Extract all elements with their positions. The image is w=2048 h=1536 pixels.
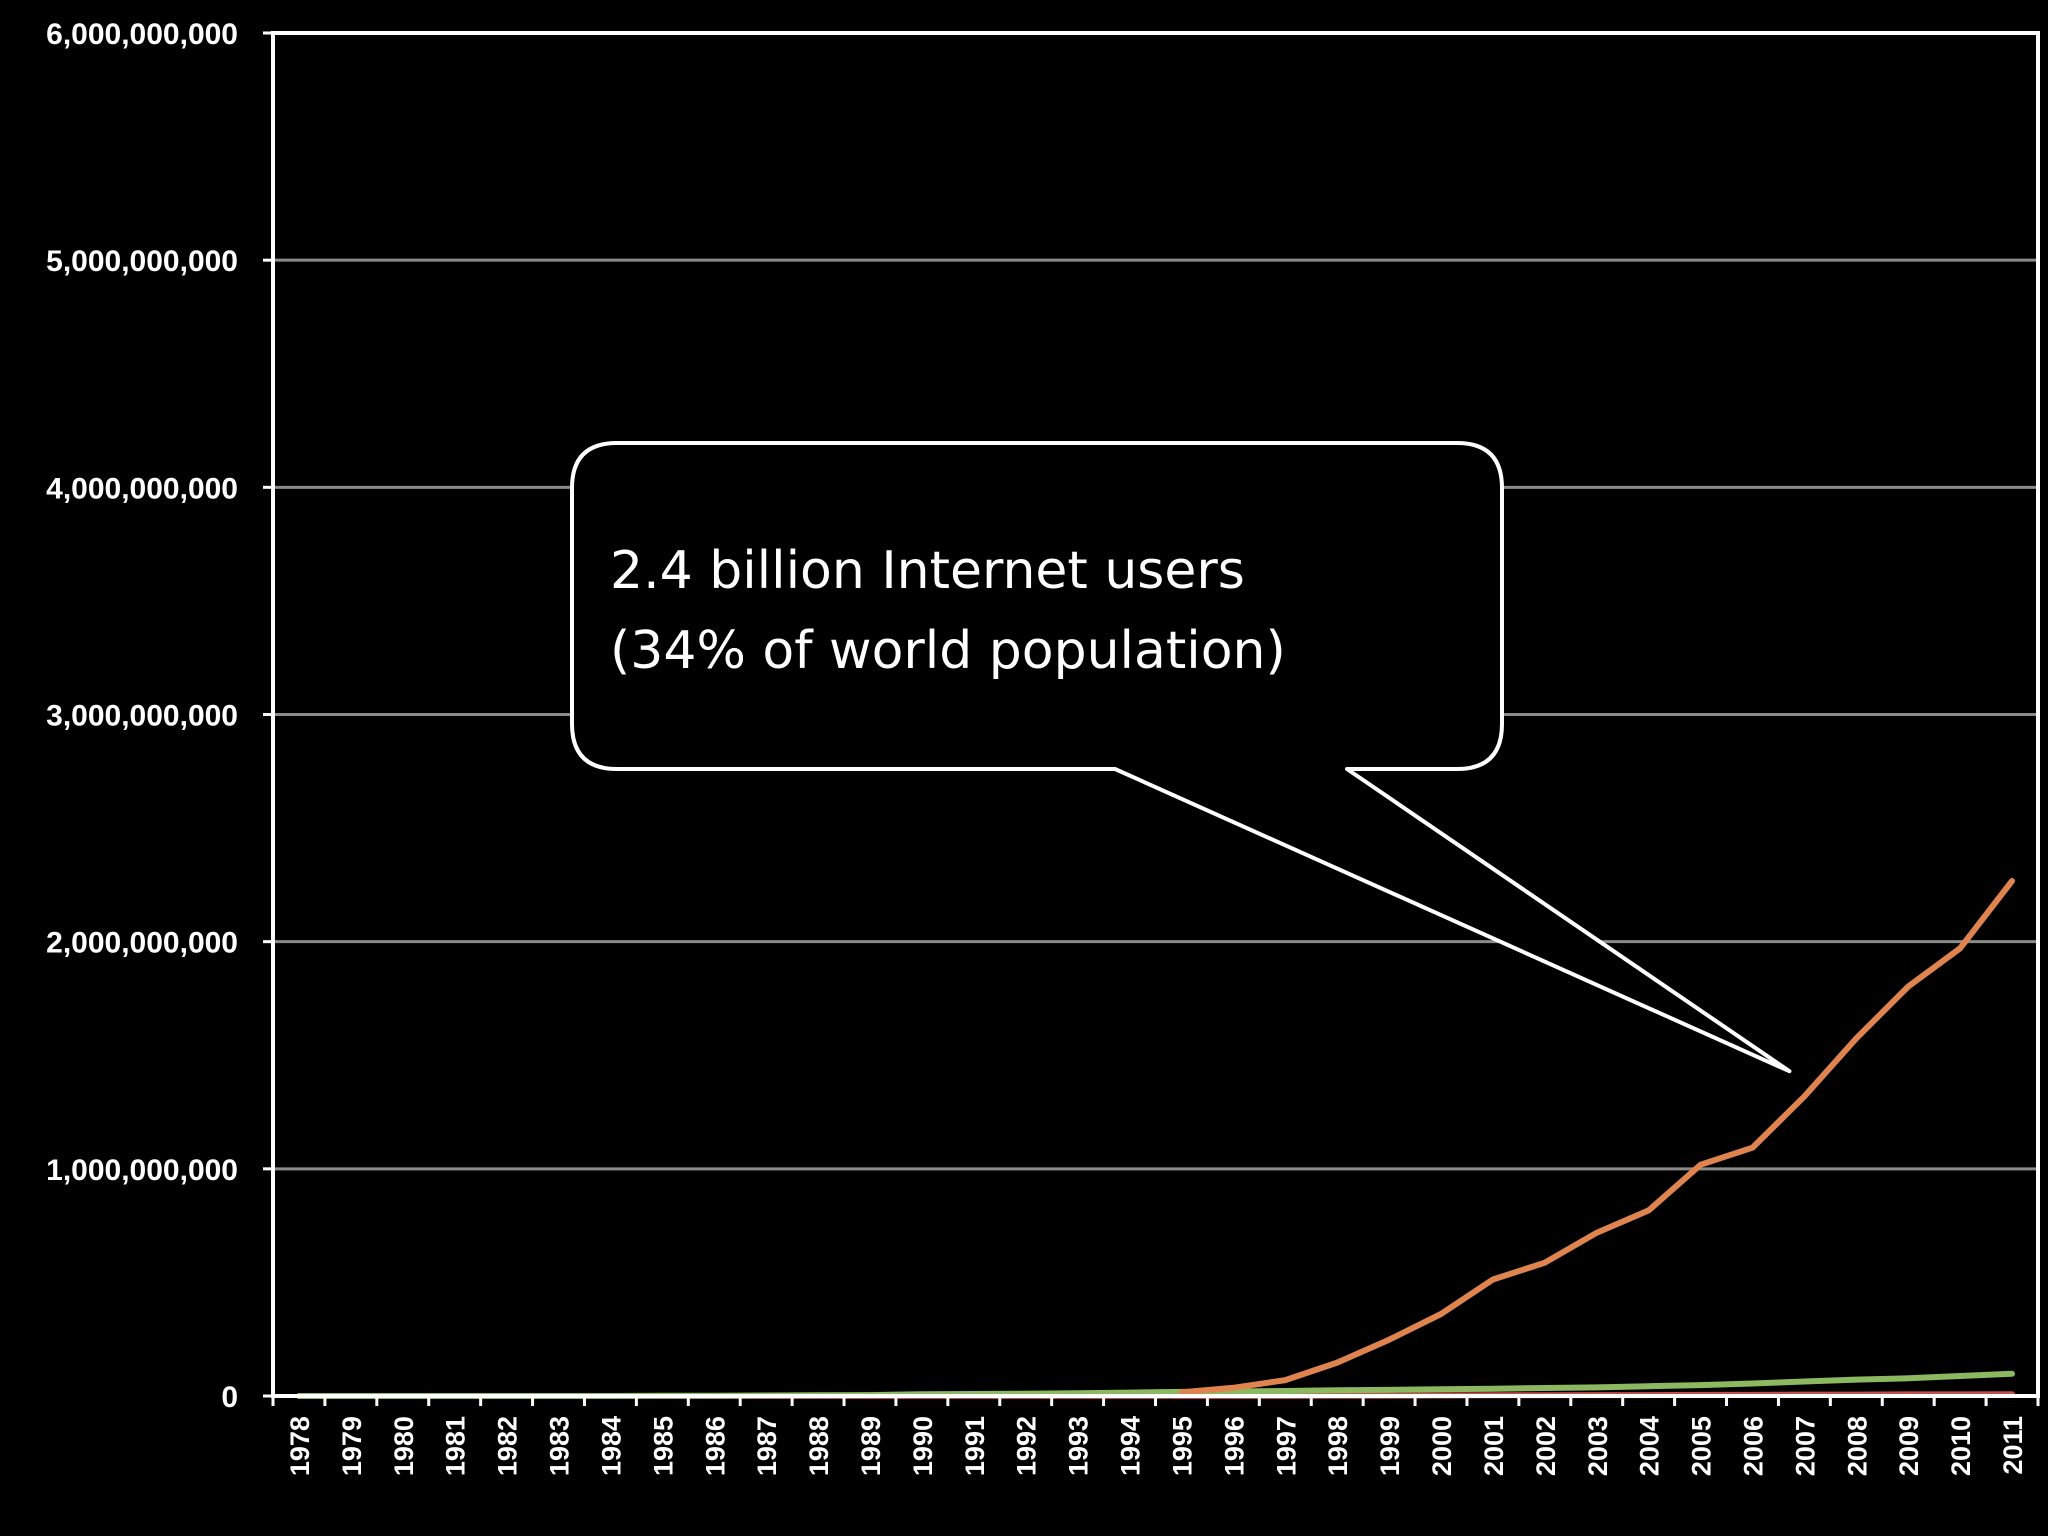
x-tick-label: 1990 [908,1416,938,1476]
plot-frame [263,31,2040,1406]
y-tick-label: 6,000,000,000 [46,18,238,51]
callout-line-1: 2.4 billion Internet users [610,541,1245,601]
x-tick-label: 2002 [1531,1416,1561,1476]
x-axis-tick-labels: 1978 1979 1980 1981 1982 1983 1984 1985 1986 1987… [285,1416,2028,1476]
x-tick-label: 1986 [700,1416,730,1476]
x-tick-label: 1978 [285,1416,315,1476]
x-tick-label: 2005 [1687,1416,1717,1476]
x-tick-label: 1981 [441,1416,471,1476]
x-tick-label: 1980 [389,1416,419,1476]
annotation-callout: 2.4 billion Internet users (34% of world… [570,441,1792,1074]
callout-bubble [570,441,1792,1074]
x-tick-label: 1999 [1375,1416,1405,1476]
x-tick-label: 1995 [1168,1416,1198,1476]
series-lines [296,878,2015,1399]
x-tick-label: 2010 [1946,1416,1976,1476]
y-tick-label: 4,000,000,000 [46,472,238,505]
y-tick-label: 1,000,000,000 [46,1154,238,1187]
callout-line-2: (34% of world population) [610,621,1286,681]
y-tick-label: 0 [221,1381,238,1414]
x-tick-label: 1997 [1271,1416,1301,1476]
x-tick-label: 1994 [1116,1416,1146,1476]
x-tick-label: 1998 [1323,1416,1353,1476]
x-tick-label: 2004 [1635,1416,1665,1476]
x-tick-label: 1989 [856,1416,886,1476]
x-tick-label: 1988 [804,1416,834,1476]
y-tick-label: 5,000,000,000 [46,245,238,278]
x-tick-label: 1987 [752,1416,782,1476]
x-tick-label: 2003 [1583,1416,1613,1476]
x-tick-label: 1982 [493,1416,523,1476]
x-tick-label: 1985 [648,1416,678,1476]
x-tick-label: 2011 [1998,1416,2028,1475]
x-tick-label: 2008 [1842,1416,1872,1476]
series-line-0 [1178,878,2015,1396]
x-tick-label: 1996 [1219,1416,1249,1476]
x-tick-label: 1991 [960,1416,990,1476]
x-tick-label: 1993 [1064,1416,1094,1476]
x-tick-label: 2001 [1479,1416,1509,1476]
x-tick-label: 1979 [337,1416,367,1476]
x-tick-label: 2009 [1894,1416,1924,1476]
y-tick-label: 3,000,000,000 [46,700,238,733]
x-tick-label: 2007 [1790,1416,1820,1476]
y-axis-tick-labels: 0 1,000,000,000 2,000,000,000 3,000,000,000… [46,18,238,1414]
x-tick-label: 1984 [596,1416,626,1476]
x-tick-label: 1992 [1012,1416,1042,1476]
x-tick-label: 2006 [1739,1416,1769,1476]
x-tick-label: 2000 [1427,1416,1457,1476]
x-tick-label: 1983 [545,1416,575,1476]
y-tick-label: 2,000,000,000 [46,927,238,960]
